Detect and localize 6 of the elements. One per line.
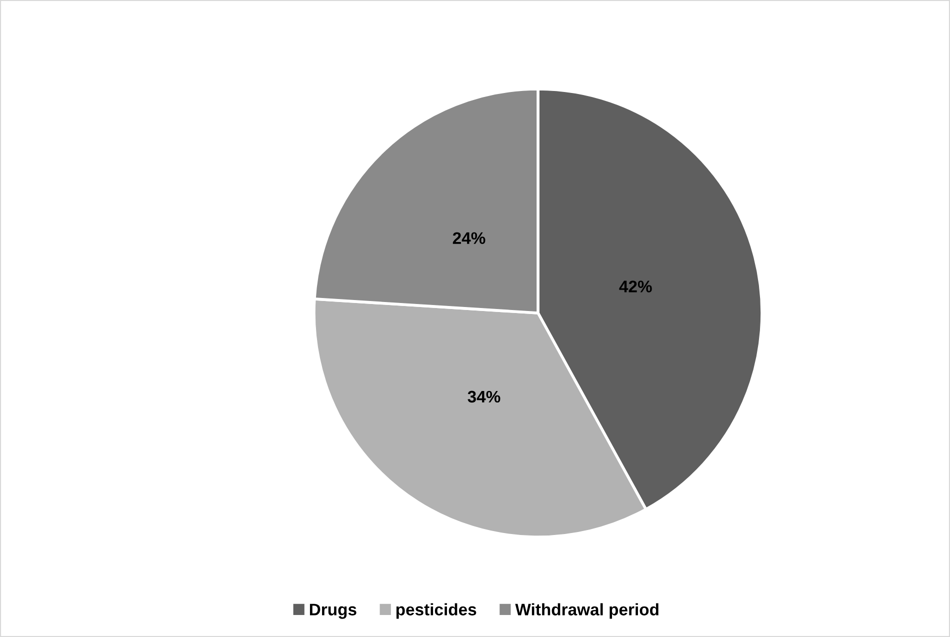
data-label: 42%	[619, 280, 652, 292]
legend-label: Withdrawal period	[515, 603, 658, 619]
data-label: 24%	[452, 232, 486, 244]
legend-label: Drugs	[310, 604, 356, 619]
data-label: 34%	[468, 390, 500, 403]
legend-label: pesticides	[396, 603, 476, 619]
